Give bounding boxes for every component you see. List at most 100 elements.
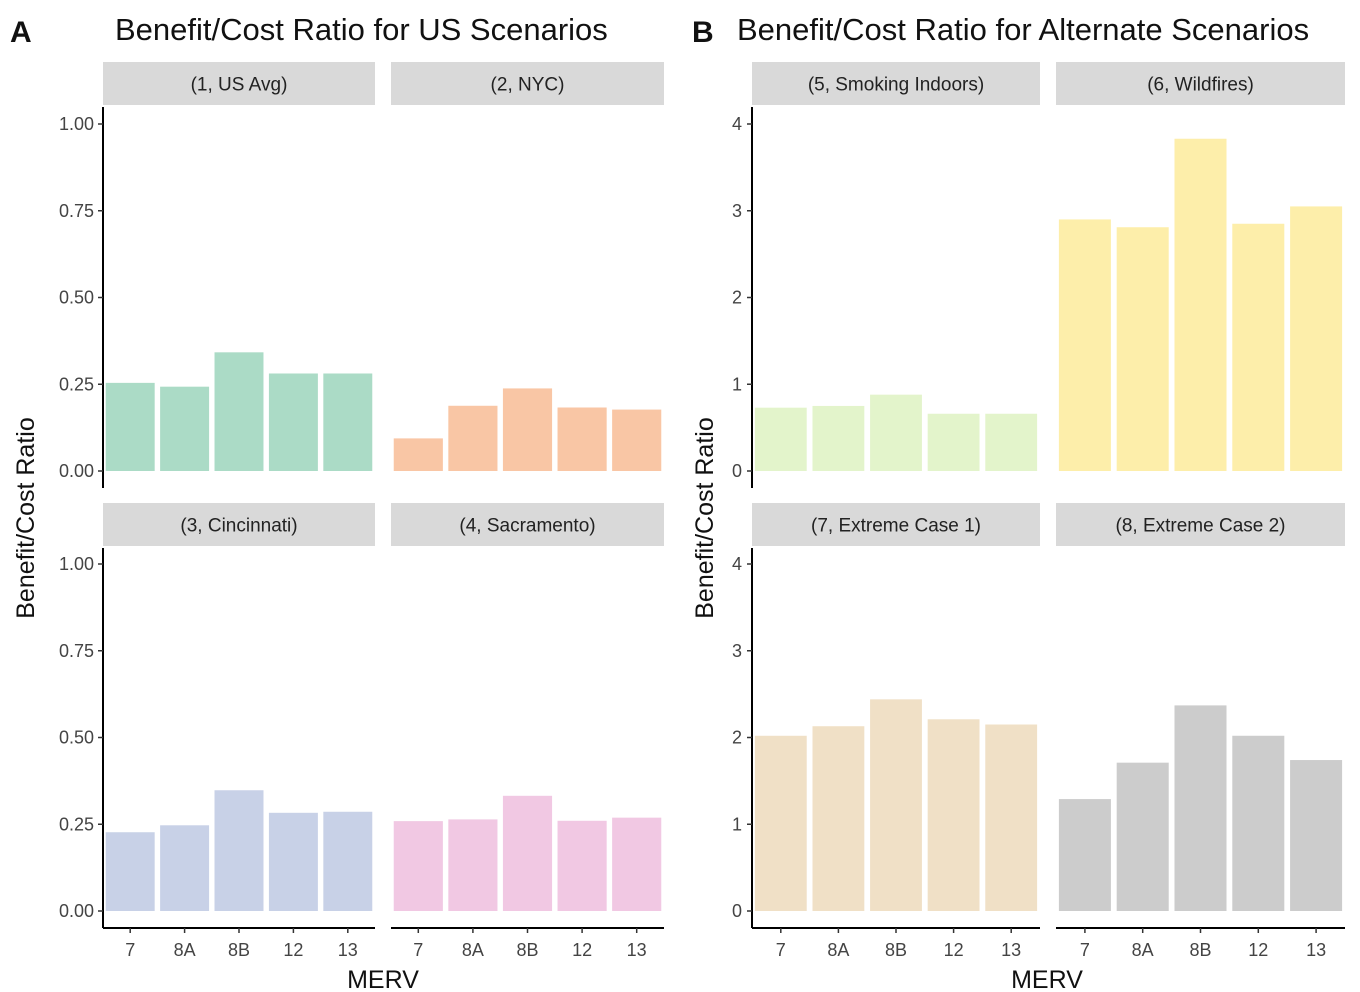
facet-1: (1, US Avg) 0.00 0.25 0.50 0.75 1.00 — [59, 62, 375, 488]
facet-strip-label: (1, US Avg) — [191, 75, 288, 96]
bar-merv-13 — [323, 373, 373, 471]
bar-merv-7 — [105, 832, 155, 911]
facet-strip-label: (6, Wildfires) — [1147, 75, 1254, 96]
bar-merv-12 — [557, 407, 607, 471]
y-tick-label: 0.75 — [59, 201, 94, 221]
facet-strip-label: (3, Cincinnati) — [180, 516, 297, 537]
bar-merv-13 — [1290, 760, 1343, 911]
x-tick-label: 12 — [944, 940, 964, 960]
y-tick-label: 1 — [732, 374, 742, 394]
y-tick-label: 2 — [732, 728, 742, 748]
panel-a-x-axis-title: MERV — [347, 966, 419, 992]
facet-8: (8, Extreme Case 2) 7 8A 8B 12 13 — [1056, 503, 1345, 960]
y-tick-label: 4 — [732, 114, 742, 134]
x-tick-label: 12 — [1248, 940, 1268, 960]
bar-merv-12 — [927, 413, 980, 471]
bar-merv-8a — [160, 825, 210, 911]
bar-merv-8a — [448, 819, 498, 911]
x-tick-label: 13 — [1306, 940, 1326, 960]
bar-merv-12 — [557, 820, 607, 911]
y-tick-label: 2 — [732, 288, 742, 308]
x-tick-label: 13 — [338, 940, 358, 960]
panel-letter-b: B — [692, 16, 714, 49]
bar-merv-8b — [502, 795, 553, 911]
bar-merv-7 — [754, 735, 807, 911]
facet-strip-label: (7, Extreme Case 1) — [811, 516, 981, 537]
panel-b-title: Benefit/Cost Ratio for Alternate Scenari… — [737, 12, 1309, 47]
bar-merv-8b — [502, 388, 553, 471]
y-tick-label: 3 — [732, 201, 742, 221]
facet-strip-label: (8, Extreme Case 2) — [1116, 516, 1286, 537]
facet-2: (2, NYC) — [391, 62, 664, 471]
bar-merv-8a — [1116, 762, 1169, 911]
panel-b-x-axis-title: MERV — [1011, 966, 1083, 992]
panel-letter-a: A — [10, 16, 32, 49]
x-tick-label: 12 — [283, 940, 303, 960]
bar-merv-12 — [268, 373, 318, 471]
facet-strip-label: (5, Smoking Indoors) — [808, 75, 984, 96]
panel-a-title: Benefit/Cost Ratio for US Scenarios — [115, 12, 608, 47]
bar-merv-12 — [1232, 223, 1285, 471]
bar-merv-8b — [870, 394, 922, 471]
x-tick-label: 8A — [1132, 940, 1154, 960]
bar-merv-12 — [927, 719, 980, 911]
bar-merv-8a — [448, 405, 498, 471]
facet-strip — [1056, 503, 1345, 546]
bar-merv-8a — [1116, 227, 1169, 471]
x-tick-label: 8B — [228, 940, 250, 960]
bar-merv-8a — [812, 405, 865, 471]
y-tick-label: 0.75 — [59, 641, 94, 661]
y-tick-label: 0.50 — [59, 288, 94, 308]
x-tick-label: 8A — [174, 940, 196, 960]
y-tick-label: 1.00 — [59, 114, 94, 134]
bar-merv-8b — [870, 699, 922, 911]
x-tick-label: 13 — [627, 940, 647, 960]
facet-strip — [1056, 62, 1345, 105]
y-tick-label: 3 — [732, 641, 742, 661]
bar-merv-13 — [612, 817, 662, 911]
facet-strip-label: (4, Sacramento) — [459, 516, 595, 537]
x-tick-label: 13 — [1001, 940, 1021, 960]
bar-merv-8a — [160, 386, 210, 471]
facet-3: (3, Cincinnati) 0.00 0.25 0.50 0.75 1.00 7 8A 8B… — [59, 503, 375, 960]
bar-merv-13 — [985, 413, 1038, 471]
bar-merv-8b — [1174, 705, 1227, 911]
panel-a-y-axis-title: Benefit/Cost Ratio — [12, 417, 40, 619]
panel-b: B Benefit/Cost Ratio for Alternate Scena… — [691, 12, 1309, 992]
facet-6: (6, Wildfires) — [1056, 62, 1345, 471]
bar-merv-8a — [812, 726, 865, 911]
bar-merv-7 — [393, 438, 443, 471]
x-tick-label: 7 — [776, 940, 786, 960]
bar-merv-8b — [1174, 138, 1227, 471]
x-tick-label: 7 — [125, 940, 135, 960]
bar-merv-8b — [214, 352, 264, 471]
x-tick-label: 12 — [572, 940, 592, 960]
bar-merv-12 — [268, 812, 318, 911]
bar-merv-7 — [1058, 799, 1111, 911]
y-tick-label: 4 — [732, 554, 742, 574]
y-tick-label: 1.00 — [59, 554, 94, 574]
bar-merv-7 — [105, 382, 155, 471]
bar-merv-7 — [754, 407, 807, 471]
x-tick-label: 7 — [413, 940, 423, 960]
bar-merv-13 — [985, 724, 1038, 911]
x-tick-label: 8B — [516, 940, 538, 960]
x-tick-label: 8A — [462, 940, 484, 960]
facet-strip — [103, 503, 375, 546]
x-tick-label: 7 — [1080, 940, 1090, 960]
y-tick-label: 0.00 — [59, 461, 94, 481]
bar-merv-8b — [214, 790, 264, 911]
facet-strip-label: (2, NYC) — [491, 75, 565, 96]
bar-merv-13 — [612, 409, 662, 471]
y-tick-label: 1 — [732, 814, 742, 834]
facet-strip — [103, 62, 375, 105]
y-tick-label: 0 — [732, 461, 742, 481]
bar-merv-12 — [1232, 735, 1285, 911]
facet-strip — [391, 503, 664, 546]
y-tick-label: 0.50 — [59, 728, 94, 748]
y-tick-label: 0.25 — [59, 374, 94, 394]
x-tick-label: 8B — [885, 940, 907, 960]
facet-strip — [752, 503, 1040, 546]
panel-a: A Benefit/Cost Ratio for US Scenarios Be… — [10, 12, 608, 992]
